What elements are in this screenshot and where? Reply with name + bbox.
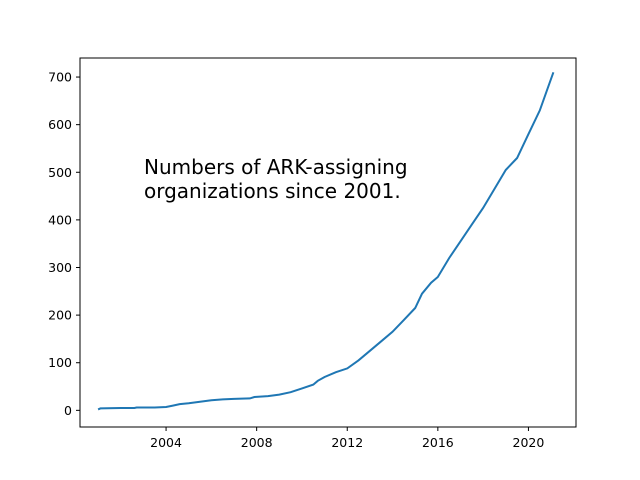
annotation-line-2: organizations since 2001. [144, 179, 401, 203]
x-tick-label: 2004 [150, 435, 182, 450]
y-tick-label: 200 [48, 308, 72, 323]
y-tick-label: 100 [48, 355, 72, 370]
x-tick-label: 2008 [241, 435, 273, 450]
plot-area [79, 57, 577, 428]
y-tick-label: 600 [48, 117, 72, 132]
x-axis: 2004 2008 2012 2016 2020 [150, 427, 544, 450]
y-tick-label: 700 [48, 70, 72, 85]
x-tick-label: 2016 [422, 435, 454, 450]
y-axis: 0 100 200 300 400 500 600 700 [48, 70, 80, 418]
x-tick-label: 2020 [513, 435, 545, 450]
y-tick-label: 500 [48, 165, 72, 180]
series-line [97, 71, 555, 411]
y-tick-label: 400 [48, 212, 72, 227]
x-tick-label: 2012 [331, 435, 363, 450]
y-tick-label: 300 [48, 260, 72, 275]
annotation-text: Numbers of ARK-assigning organizations s… [144, 155, 414, 203]
annotation-line-1: Numbers of ARK-assigning [144, 155, 408, 179]
y-tick-label: 0 [64, 403, 72, 418]
